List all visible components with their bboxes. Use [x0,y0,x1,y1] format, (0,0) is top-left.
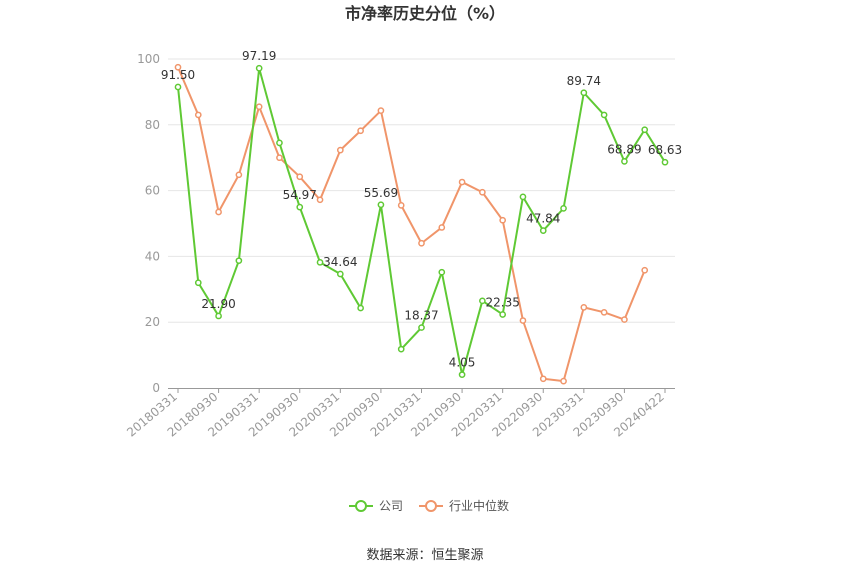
data-label: 89.74 [567,74,601,88]
legend-marker-1 [425,500,437,512]
chart-title: 市净率历史分位（%） [345,4,505,23]
data-point [438,268,446,276]
data-label: 97.19 [242,49,276,63]
data-point [539,375,547,383]
data-point [316,196,324,204]
legend-label-1: 行业中位数 [449,498,509,513]
data-point [418,324,425,331]
data-label: 54.97 [283,188,317,202]
data-label: 21.90 [201,297,235,311]
data-point [377,201,385,209]
legend-label-0: 公司 [379,499,403,513]
y-tick-label: 20 [145,315,160,329]
data-point [296,203,304,211]
data-point [336,146,344,154]
source-note: 数据来源：恒生聚源 [366,548,483,563]
data-label: 18.37 [404,309,438,323]
data-point [661,158,669,166]
data-point [357,304,364,312]
data-point [560,377,567,385]
y-tick-label: 40 [145,249,160,263]
data-labels: 91.50 21.90 97.19 54.97 34.64 55.69 18.37 4.05 2… [161,49,682,369]
data-point [174,63,182,71]
data-point [641,266,649,274]
data-point [215,312,222,320]
data-point [316,258,324,266]
data-point [296,173,304,181]
data-point [580,304,588,311]
data-point [641,126,649,134]
data-label: 22.35 [485,295,519,309]
data-point [215,208,222,216]
data-point [418,239,425,247]
data-label: 91.50 [161,68,195,82]
data-point [499,311,507,318]
data-label: 34.64 [323,255,357,269]
data-point [276,154,283,162]
data-point [458,371,466,379]
data-point [539,227,547,234]
data-point [600,308,608,316]
data-point [600,111,608,119]
data-point [519,193,527,201]
data-point [255,103,263,111]
data-point [438,224,446,231]
data-point [479,297,486,305]
data-point [276,139,283,147]
data-point [560,205,567,212]
data-point [397,202,405,209]
data-point [621,316,628,323]
legend-marker-0 [355,500,367,512]
data-point [499,216,507,224]
data-point [458,178,466,186]
legend[interactable]: 公司 行业中位数 [349,498,509,513]
y-tick-label: 80 [145,118,160,132]
grid-lines [168,58,675,323]
y-tick-label: 60 [145,184,160,198]
y-tick-label: 0 [152,381,160,395]
data-point [397,345,405,353]
data-label: 4.05 [449,356,476,370]
data-point [519,317,527,324]
data-point [357,127,364,135]
data-label: 55.69 [364,186,398,200]
y-tick-label: 100 [137,52,160,66]
data-point [377,107,385,115]
data-point [174,83,182,91]
series-lines [174,63,669,385]
axes: 0204060801002018033120180930201903312019… [124,52,675,440]
series-line-1 [177,66,646,383]
data-point [580,89,588,97]
data-label: 47.84 [526,212,560,226]
data-point [194,111,202,119]
data-label: 68.63 [648,143,682,157]
data-point [194,279,202,287]
data-point [479,188,486,196]
data-point [235,257,243,265]
data-label: 68.89 [607,142,641,156]
data-point [255,64,263,72]
data-point [336,270,344,278]
data-point [621,158,628,165]
data-point [235,171,243,179]
